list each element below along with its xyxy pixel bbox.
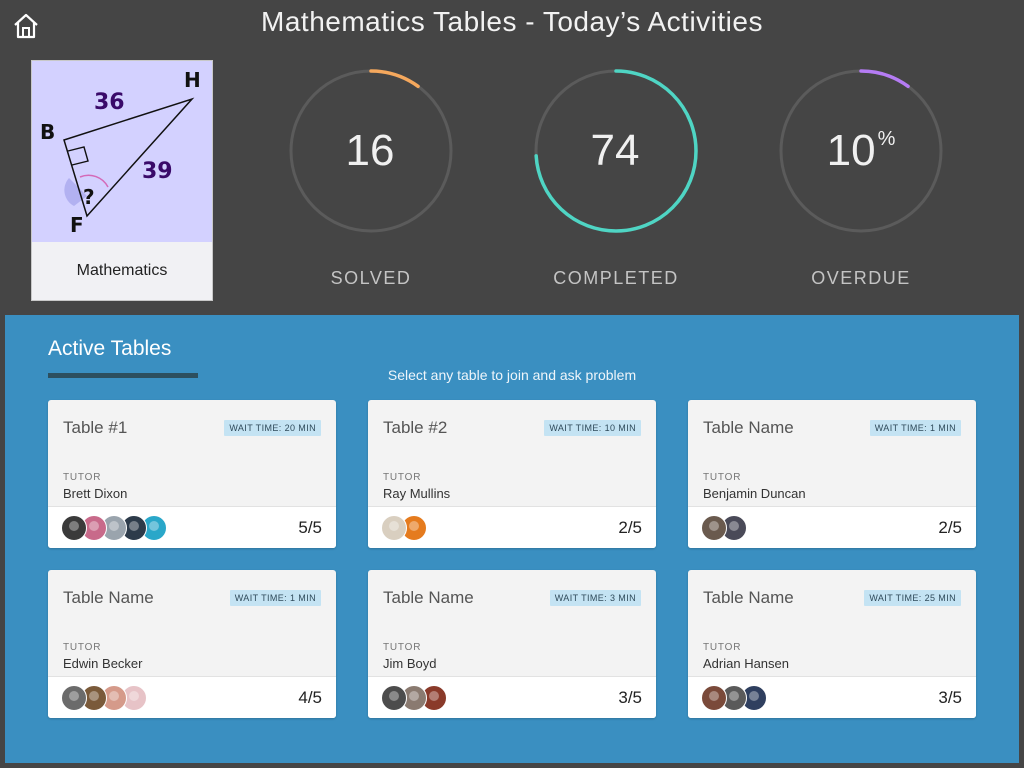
table-name: Table #1 (63, 418, 128, 437)
member-avatars (701, 685, 767, 711)
member-avatars (61, 515, 167, 541)
table-footer: 4/5 (48, 676, 336, 718)
subject-label: Mathematics (76, 262, 168, 279)
instruction-text: Select any table to join and ask problem (387, 367, 637, 383)
stat-solved: 16 SOLVED (288, 68, 454, 289)
vertex-label-f: F (70, 213, 84, 237)
overdue-value: 10% (826, 126, 896, 175)
table-footer: 5/5 (48, 506, 336, 548)
unknown-angle-label: ? (83, 185, 95, 209)
table-card-2[interactable]: Table #2 WAIT TIME: 10 MIN TUTOR Ray Mul… (368, 400, 656, 548)
solved-label: SOLVED (330, 268, 412, 288)
table-card-6[interactable]: Table Name WAIT TIME: 25 MIN TUTOR Adria… (688, 570, 976, 718)
wait-time-badge: WAIT TIME: 20 MIN (224, 420, 321, 436)
overdue-ring (779, 69, 943, 233)
completed-value: 74 (590, 126, 640, 175)
side-label-top: 36 (94, 90, 125, 115)
member-avatar (141, 515, 167, 541)
stat-completed: 74 COMPLETED (533, 68, 699, 289)
active-tables-panel: Active Tables Select any table to join a… (5, 315, 1019, 763)
tutor-name: Adrian Hansen (703, 656, 789, 671)
seat-count: 2/5 (618, 518, 642, 537)
home-icon (14, 13, 38, 39)
wait-time-badge: WAIT TIME: 10 MIN (544, 420, 641, 436)
vertex-label-b: B (40, 120, 55, 144)
solved-value: 16 (345, 126, 395, 175)
member-avatar (101, 515, 127, 541)
table-name: Table Name (63, 588, 154, 607)
member-avatar (381, 515, 407, 541)
table-card-3[interactable]: Table Name WAIT TIME: 1 MIN TUTOR Benjam… (688, 400, 976, 548)
seat-count: 5/5 (298, 518, 322, 537)
tutor-name: Benjamin Duncan (703, 486, 806, 501)
wait-time-badge: WAIT TIME: 25 MIN (864, 590, 961, 606)
member-avatars (61, 685, 147, 711)
member-avatar (701, 685, 727, 711)
table-name: Table Name (383, 588, 474, 607)
tutor-label: TUTOR (383, 472, 422, 483)
table-card-5[interactable]: Table Name WAIT TIME: 3 MIN TUTOR Jim Bo… (368, 570, 656, 718)
tutor-name: Brett Dixon (63, 486, 128, 501)
wait-time-badge: WAIT TIME: 1 MIN (869, 420, 961, 436)
overdue-label: OVERDUE (811, 268, 911, 288)
home-button[interactable] (12, 12, 40, 40)
table-footer: 2/5 (688, 506, 976, 548)
vertex-label-h: H (184, 68, 201, 92)
triangle-diagram-image: 36 39 B H F ? (32, 61, 212, 242)
wait-time-badge: WAIT TIME: 3 MIN (549, 590, 641, 606)
table-footer: 3/5 (688, 676, 976, 718)
seat-count: 2/5 (938, 518, 962, 537)
stat-overdue: 10% OVERDUE (778, 68, 944, 289)
tutor-label: TUTOR (383, 642, 422, 653)
tutor-label: TUTOR (703, 642, 742, 653)
table-name: Table #2 (383, 418, 448, 437)
table-footer: 3/5 (368, 676, 656, 718)
member-avatar (701, 515, 727, 541)
side-label-right: 39 (142, 159, 173, 184)
member-avatar (381, 685, 407, 711)
member-avatar (61, 685, 87, 711)
page-title: Mathematics Tables - Today’s Activities (261, 6, 763, 37)
tutor-label: TUTOR (703, 472, 742, 483)
member-avatar (61, 515, 87, 541)
heading-underline (48, 373, 198, 378)
member-avatar (81, 685, 107, 711)
seat-count: 4/5 (298, 688, 322, 707)
table-name: Table Name (703, 588, 794, 607)
completed-label: COMPLETED (553, 268, 679, 288)
tutor-name: Ray Mullins (383, 486, 451, 501)
tutor-label: TUTOR (63, 642, 102, 653)
member-avatars (701, 515, 747, 541)
table-card-1[interactable]: Table #1 WAIT TIME: 20 MIN TUTOR Brett D… (48, 400, 336, 548)
subject-card-mathematics[interactable]: 36 39 B H F ? Mathematics (31, 60, 213, 301)
member-avatars (381, 515, 427, 541)
table-name: Table Name (703, 418, 794, 437)
active-tables-heading: Active Tables (48, 337, 172, 360)
tutor-name: Jim Boyd (383, 656, 437, 671)
seat-count: 3/5 (618, 688, 642, 707)
solved-ring (289, 69, 453, 233)
tutor-name: Edwin Becker (63, 656, 143, 671)
tutor-label: TUTOR (63, 472, 102, 483)
table-card-4[interactable]: Table Name WAIT TIME: 1 MIN TUTOR Edwin … (48, 570, 336, 718)
seat-count: 3/5 (938, 688, 962, 707)
table-footer: 2/5 (368, 506, 656, 548)
member-avatars (381, 685, 447, 711)
completed-ring (534, 69, 698, 233)
wait-time-badge: WAIT TIME: 1 MIN (229, 590, 321, 606)
